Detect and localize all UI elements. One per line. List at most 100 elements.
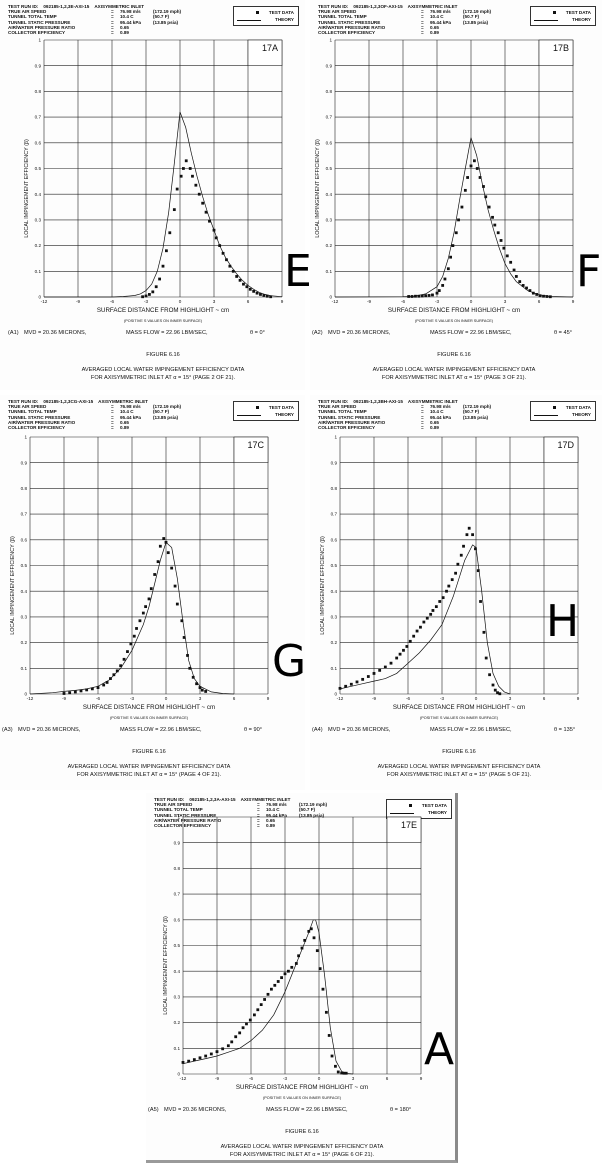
test-data-point xyxy=(102,683,106,687)
legend: TEST DATA THEORY xyxy=(530,6,596,26)
test-data-point xyxy=(451,244,455,247)
test-data-point xyxy=(398,652,402,656)
legend: TEST DATA THEORY xyxy=(233,401,299,421)
test-data-point xyxy=(407,295,411,298)
legend-line-theory xyxy=(390,813,414,814)
y-tick-label: 0 xyxy=(329,295,332,300)
x-axis-label: SURFACE DISTANCE FROM HIGHLIGHT ~ cm xyxy=(97,307,229,314)
y-tick-label: 0.3 xyxy=(35,218,42,223)
test-data-point xyxy=(283,972,287,976)
condition-row: TRUE AIR SPEED = 76.98 m/s (172.19 mph) xyxy=(318,9,491,14)
theta-text: θ = 90° xyxy=(244,727,262,733)
condition-value: 0.65 xyxy=(120,419,129,425)
test-data-point xyxy=(429,612,433,616)
y-tick-label: 0.7 xyxy=(174,892,181,897)
panel-letter-h: H xyxy=(546,596,580,647)
test-data-point xyxy=(141,611,145,615)
test-data-point xyxy=(226,1044,230,1048)
test-data-point xyxy=(290,965,294,969)
legend-label-test-data: TEST DATA xyxy=(268,10,294,15)
condition-value: 76.98 m/s xyxy=(120,9,141,15)
x-tick-label: -12 xyxy=(332,299,339,304)
test-data-point xyxy=(238,1031,242,1035)
test-data-point xyxy=(245,285,249,289)
test-data-point xyxy=(245,1022,248,1026)
test-data-point xyxy=(129,642,133,646)
condition-value: 0.89 xyxy=(266,822,275,828)
test-data-point xyxy=(212,228,216,232)
x-axis-label: SURFACE DISTANCE FROM HIGHLIGHT ~ cm xyxy=(388,307,520,314)
condition-value: 95.44 kPa xyxy=(266,812,287,818)
equals-sign: = xyxy=(111,24,114,30)
test-data-point xyxy=(449,255,452,259)
case-label: (A3) xyxy=(2,727,13,733)
figure-number: FIGURE 6.16 xyxy=(285,1129,319,1135)
test-data-point xyxy=(144,605,147,609)
test-data-point xyxy=(372,672,376,675)
mass-flow-text: MASS FLOW = 22.96 LBM/SEC, xyxy=(120,727,202,733)
condition-row: AIR/WATER PRESSURE RATIO = 0.65 xyxy=(8,25,144,30)
condition-label: TUNNEL TOTAL TEMP xyxy=(8,409,57,415)
condition-row: COLLECTOR EFFICIENCY = 0.89 xyxy=(318,425,458,430)
y-tick-label: 0.1 xyxy=(35,269,42,274)
condition-alt-value: (50.7 F) xyxy=(463,409,480,415)
condition-row: TUNNEL STATIC PRESSURE = 95.44 kPa (13.85 p… xyxy=(8,19,178,25)
test-data-point xyxy=(548,295,552,299)
test-data-point xyxy=(349,682,353,686)
condition-label: TRUE AIR SPEED xyxy=(318,404,357,410)
test-data-point xyxy=(410,295,414,298)
test-data-point xyxy=(228,264,232,268)
test-data-point xyxy=(422,620,426,624)
theory-line xyxy=(29,541,235,695)
test-data-point xyxy=(438,600,442,603)
equals-sign: = xyxy=(111,14,114,20)
test-data-point xyxy=(473,159,476,163)
test-data-point xyxy=(173,584,177,588)
y-tick-label: 0.9 xyxy=(326,63,333,68)
condition-row: TUNNEL TOTAL TEMP = 10.4 C (50.7 F) xyxy=(318,14,479,19)
y-tick-label: 0 xyxy=(38,295,41,300)
y-tick-label: 0 xyxy=(24,692,27,697)
x-tick-label: -3 xyxy=(130,696,135,701)
test-data-point xyxy=(420,294,424,298)
condition-row: TUNNEL STATIC PRESSURE = 95.44 kPa (13.85 p… xyxy=(318,415,488,420)
x-tick-label: -12 xyxy=(337,696,344,701)
inlet-type: AXISYMMETRIC INLET xyxy=(94,4,145,9)
test-data-point xyxy=(194,183,198,187)
test-data-point xyxy=(253,1013,256,1017)
x-tick-label: -6 xyxy=(110,299,115,304)
condition-value: 0.65 xyxy=(266,817,275,823)
inlet-type: AXISYMMETRIC INLET xyxy=(98,399,148,404)
test-data-point xyxy=(450,578,454,582)
test-data-point xyxy=(187,1059,191,1063)
chart-17a: -12 -9 -6 -3 0 3 6 9 0 0.1 0.2 0.3 0.4 0.5 0.6 0.7 0.8 0.… xyxy=(8,38,284,381)
condition-value: 95.44 kPa xyxy=(120,414,141,420)
test-data-point xyxy=(191,675,195,679)
test-data-point xyxy=(419,625,422,629)
equals-sign: = xyxy=(111,19,114,25)
condition-value: 0.89 xyxy=(120,424,129,430)
x-axis-note: (POSITIVE S VALUES ON INNER SURFACE) xyxy=(124,319,203,323)
y-tick-label: 1 xyxy=(24,435,27,440)
condition-row: TUNNEL TOTAL TEMP = 10.4 C (50.7 F) xyxy=(8,14,169,20)
condition-alt-value: (50.7 F) xyxy=(153,14,170,20)
x-tick-label: 3 xyxy=(213,299,216,304)
test-data-point xyxy=(378,668,382,672)
panel-letter-f: F xyxy=(576,246,602,297)
inlet-type: AXISYMMETRIC INLET xyxy=(407,399,458,404)
x-tick-label: 3 xyxy=(199,696,202,701)
mass-flow-text: MASS FLOW = 22.96 LBM/SEC, xyxy=(126,330,208,336)
test-data-point xyxy=(144,294,148,298)
x-tick-label: 6 xyxy=(543,696,546,701)
test-data-point xyxy=(431,609,435,612)
condition-value: 0.65 xyxy=(430,419,439,425)
test-data-point xyxy=(512,268,516,272)
test-data-point xyxy=(307,929,311,933)
test-data-point xyxy=(195,682,198,686)
test-run-id: 092185-1,2,3A-AXI-15 xyxy=(189,797,236,802)
test-data-point xyxy=(402,648,405,652)
legend: TEST DATA THEORY xyxy=(233,6,299,26)
test-data-point xyxy=(300,946,304,950)
x-tick-label: 6 xyxy=(233,696,236,701)
test-data-point xyxy=(408,639,412,643)
